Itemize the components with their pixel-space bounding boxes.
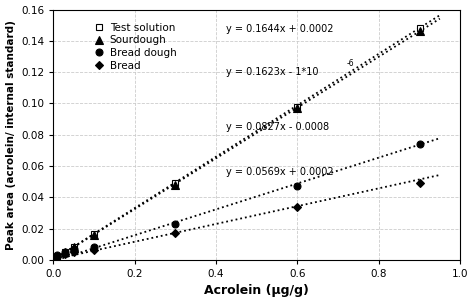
Bread xyxy=(71,250,76,254)
Test solution xyxy=(55,255,60,259)
Text: -6: -6 xyxy=(346,59,354,68)
Line: Sourdough: Sourdough xyxy=(53,27,424,262)
Text: y = 0.1623x - 1*10: y = 0.1623x - 1*10 xyxy=(226,67,319,77)
Sourdough xyxy=(294,106,300,110)
Line: Bread dough: Bread dough xyxy=(54,141,423,259)
Bread dough xyxy=(417,142,422,146)
Y-axis label: Peak area (acrolein/ internal standard): Peak area (acrolein/ internal standard) xyxy=(6,20,16,250)
Bread dough xyxy=(91,245,97,249)
Legend: Test solution, Sourdough, Bread dough, Bread: Test solution, Sourdough, Bread dough, B… xyxy=(91,20,180,74)
Sourdough xyxy=(91,233,97,237)
Test solution xyxy=(173,181,178,185)
Test solution xyxy=(71,245,76,249)
Bread dough xyxy=(294,185,300,188)
Bread dough xyxy=(173,222,178,226)
Sourdough xyxy=(173,183,178,187)
Text: y = 0.0569x + 0.0002: y = 0.0569x + 0.0002 xyxy=(226,167,334,177)
Sourdough xyxy=(71,245,76,249)
Bread xyxy=(417,181,422,185)
Bread xyxy=(91,249,97,252)
Sourdough xyxy=(55,256,60,259)
Text: y = 0.1644x + 0.0002: y = 0.1644x + 0.0002 xyxy=(226,24,334,34)
Bread xyxy=(173,231,178,235)
Line: Test solution: Test solution xyxy=(54,25,423,261)
Sourdough xyxy=(63,250,68,254)
Bread xyxy=(63,252,68,255)
Test solution xyxy=(63,250,68,254)
Bread xyxy=(294,205,300,208)
Sourdough xyxy=(417,30,422,33)
Bread dough xyxy=(63,250,68,254)
Text: y = 0.0827x - 0.0008: y = 0.0827x - 0.0008 xyxy=(226,122,329,132)
Line: Bread: Bread xyxy=(55,180,422,259)
Bread xyxy=(55,255,60,258)
Test solution xyxy=(417,26,422,30)
Test solution xyxy=(91,232,97,236)
X-axis label: Acrolein (µg/g): Acrolein (µg/g) xyxy=(204,285,309,298)
Bread dough xyxy=(71,247,76,251)
Bread dough xyxy=(55,253,60,257)
Test solution xyxy=(294,105,300,108)
